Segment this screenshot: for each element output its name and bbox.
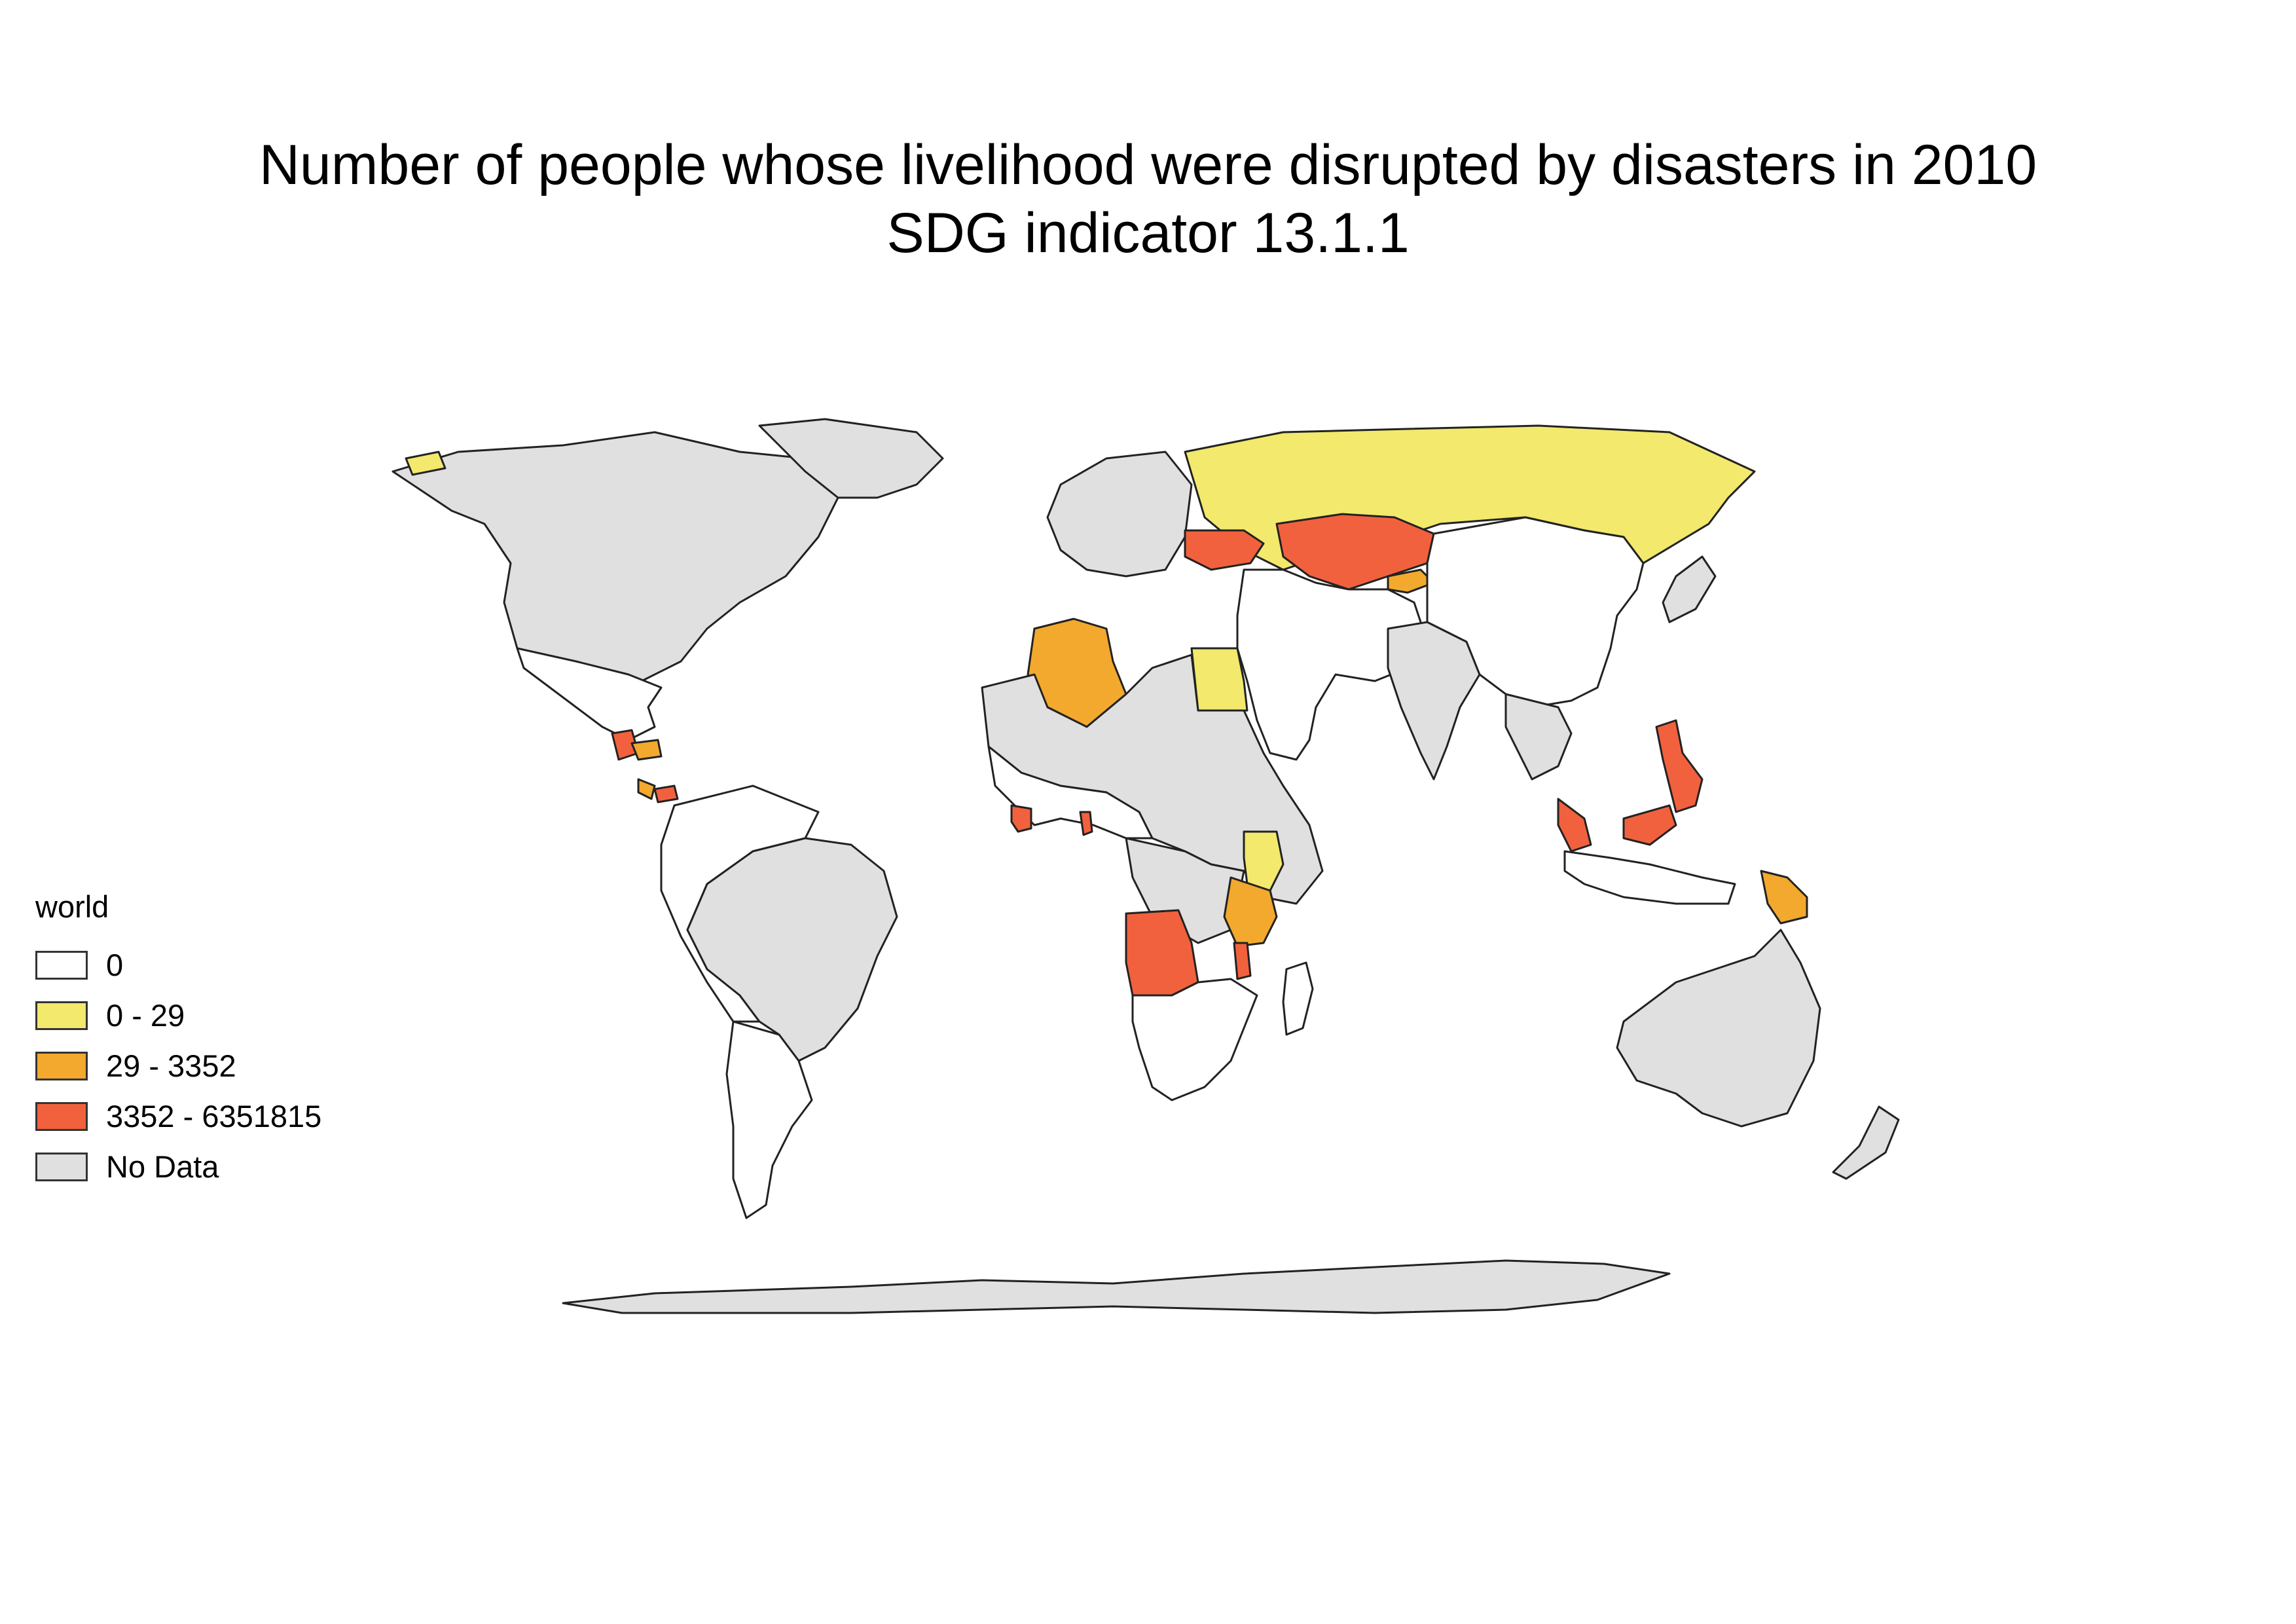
region-southern-south-america [725, 1020, 813, 1219]
legend-label-1: 0 - 29 [106, 997, 185, 1033]
region-southeast-asia [1504, 693, 1573, 781]
region-antarctica [562, 1259, 1671, 1314]
region-china-and-mongolia [1426, 516, 1645, 709]
legend-item-1: 0 - 29 [35, 990, 321, 1041]
legend-swatch-2 [35, 1051, 88, 1080]
region-japan [1662, 555, 1717, 623]
region-australia [1616, 929, 1821, 1128]
region-brazil [686, 837, 898, 1062]
region-indonesia [1563, 850, 1736, 905]
region-southern-africa [1131, 978, 1258, 1101]
region-tanzania [1223, 876, 1278, 948]
legend-label-3: 3352 - 6351815 [106, 1098, 322, 1134]
title-line-1: Number of people whose livelihood were d… [259, 134, 2037, 196]
legend-item-2: 29 - 3352 [35, 1041, 321, 1091]
legend-swatch-4 [35, 1152, 88, 1181]
region-togo [1079, 811, 1093, 836]
region-costa-rica [637, 778, 656, 800]
region-egypt [1190, 647, 1248, 712]
legend-swatch-0 [35, 950, 88, 980]
legend-label-0: 0 [106, 947, 124, 982]
legend: world 0 0 - 29 29 - 3352 3352 - 6351815 … [35, 887, 321, 1192]
region-malawi [1233, 942, 1252, 980]
region-india [1387, 621, 1481, 781]
region-papua-new-guinea [1760, 870, 1808, 925]
region-philippines [1655, 719, 1704, 813]
region-new-zealand [1832, 1105, 1900, 1180]
title-line-2: SDG indicator 13.1.1 [886, 202, 1410, 265]
legend-label-4: No Data [106, 1149, 219, 1184]
legend-item-4: No Data [35, 1141, 321, 1192]
region-ukraine [1184, 529, 1265, 571]
legend-swatch-1 [35, 1001, 88, 1030]
region-north-america [392, 431, 839, 682]
region-greenland [758, 418, 944, 499]
region-honduras [630, 739, 663, 761]
region-panama [653, 784, 679, 803]
region-mexico [516, 647, 663, 741]
legend-title: world [35, 889, 109, 924]
legend-item-3: 3352 - 6351815 [35, 1091, 321, 1141]
region-middle-east [1236, 568, 1429, 761]
region-kazakhstan [1275, 513, 1435, 591]
region-alaska [405, 451, 446, 476]
region-western-europe [1046, 451, 1193, 578]
map-title: Number of people whose livelihood were d… [0, 131, 2296, 267]
region-kyrgyzstan [1387, 568, 1435, 594]
region-malaysia [1557, 798, 1677, 853]
region-sierra-leone [1010, 804, 1032, 833]
region-madagascar [1282, 961, 1314, 1036]
legend-swatch-3 [35, 1101, 88, 1131]
legend-label-2: 29 - 3352 [106, 1048, 236, 1083]
legend-item-0: 0 [35, 940, 321, 990]
